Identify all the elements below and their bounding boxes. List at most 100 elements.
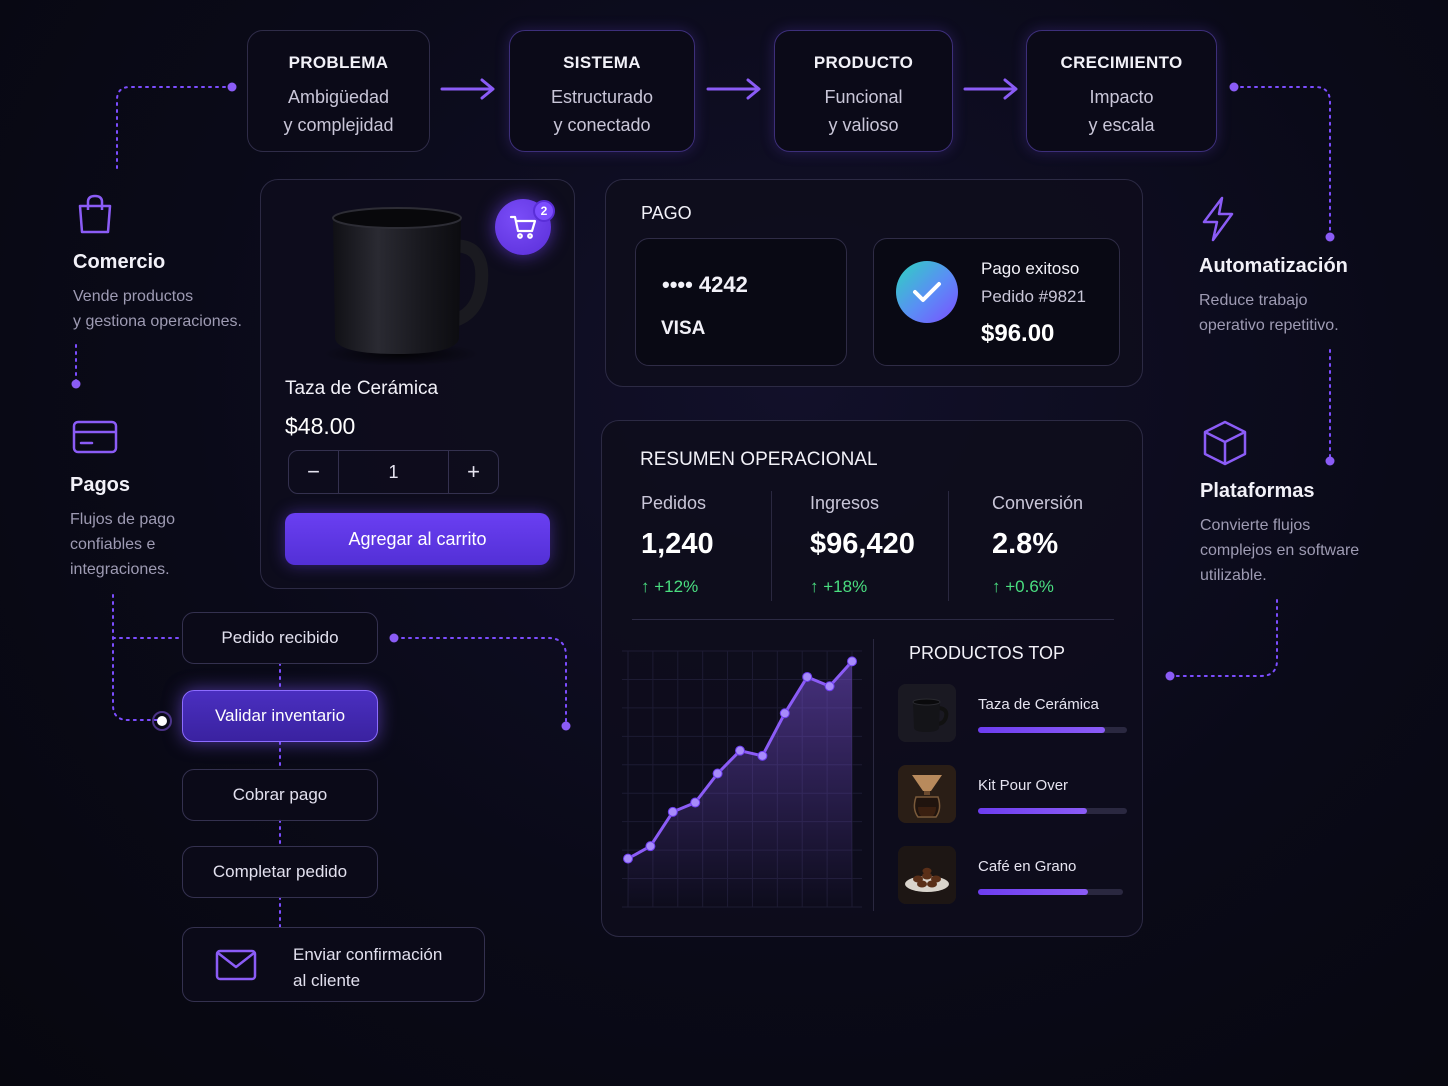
credit-card-icon [72,419,118,455]
workflow-step-validate-inventory[interactable]: Validar inventario [182,690,378,742]
metric-divider [948,491,949,601]
product-thumbnail-coffee-beans [898,846,956,904]
flow-subtitle: Funcional y valioso [824,87,903,135]
flow-title: PRODUCTO [813,53,914,72]
payment-amount: $96.00 [981,320,1055,347]
metric-orders: Pedidos 1,240 ↑ +12% [641,493,714,597]
chart-point-9 [802,671,813,682]
saved-card[interactable]: •••• 4242 VISA [635,238,847,366]
feature-title: Pagos [70,474,131,496]
flow-subtitle: Ambigüedad y complejidad [283,87,394,135]
metric-value: 2.8% [992,528,1059,560]
top-product-name: Café en Grano [978,858,1077,875]
chart-point-3 [667,806,678,817]
chart-point-8 [779,708,790,719]
product-thumbnail-pour-over [898,765,956,823]
payment-title: PAGO [641,203,692,223]
feature-payments: Pagos Flujos de pago confiables e integrac… [70,474,175,582]
chart-point-1 [623,853,633,864]
workflow-step-charge-payment[interactable]: Cobrar pago [182,769,378,821]
flow-subtitle: Impacto y escala [1088,87,1155,135]
connector-problem-commerce [116,86,233,171]
metric-label: Ingresos [810,493,880,513]
top-product-bar [978,889,1123,895]
feature-title: Plataformas [1200,480,1315,502]
flow-title: PROBLEMA [288,53,389,72]
arrow-1 [440,78,495,100]
top-product-item[interactable]: Taza de Cerámica [898,684,1128,746]
cart-icon [509,215,537,239]
chart-point-11 [847,656,857,667]
metric-revenue: Ingresos $96,420 ↑ +18% [810,493,915,597]
top-product-item[interactable]: Kit Pour Over [898,765,1128,827]
metric-label: Conversión [992,493,1084,513]
metric-divider [771,491,772,601]
workflow-step-order-received[interactable]: Pedido recibido [182,612,378,664]
product-name: Taza de Cerámica [285,378,439,399]
feature-title: Comercio [73,251,166,273]
top-product-bar [978,808,1127,814]
top-product-item[interactable]: Café en Grano [898,846,1128,908]
feature-description: Vende productos y gestiona operaciones. [73,288,242,330]
flow-subtitle: Estructurado y conectado [550,87,654,135]
workflow-step-send-confirmation[interactable]: Enviar confirmación al cliente [182,927,485,1002]
arrow-up-icon: ↑ [641,577,655,596]
product-price: $48.00 [285,413,356,439]
card-number: •••• 4242 [662,272,748,297]
flow-step-sistema: SISTEMA Estructurado y conectado [509,30,695,152]
mail-icon [215,948,257,982]
chart-point-7 [757,750,768,761]
cube-icon [1202,419,1248,467]
chart-divider [873,639,874,911]
chart-point-6 [735,745,745,756]
flow-step-crecimiento: CRECIMIENTO Impacto y escala [1026,30,1217,152]
connector-platforms-left [1169,599,1278,677]
check-icon [896,261,958,323]
product-thumbnail-mug [898,684,956,742]
metric-delta: ↑ +0.6% [992,577,1054,596]
order-number: Pedido #9821 [981,287,1086,306]
lightning-icon [1200,196,1236,242]
top-product-bar [978,727,1127,733]
chart-point-10 [824,681,835,692]
feature-commerce: Comercio Vende productos y gestiona opera… [73,251,242,334]
payment-status: Pago exitoso [981,259,1080,278]
payment-success-panel: Pago exitoso Pedido #9821 $96.00 [873,238,1120,366]
arrow-up-icon: ↑ [992,577,1006,596]
add-to-cart-button[interactable]: Agregar al carrito [285,513,550,565]
feature-automation: Automatización Reduce trabajo operativo r… [1199,255,1348,338]
arrow-3 [963,78,1018,100]
chart-point-4 [690,797,701,808]
operational-summary-card: RESUMEN OPERACIONAL Pedidos 1,240 ↑ +12%… [601,420,1143,937]
flow-step-problema: PROBLEMA Ambigüedad y complejidad [247,30,430,152]
top-products-title: PRODUCTOS TOP [909,643,1066,663]
chart-area [628,661,852,907]
top-product-name: Kit Pour Over [978,777,1069,794]
metric-delta: ↑ +18% [810,577,868,596]
summary-title: RESUMEN OPERACIONAL [640,449,878,470]
quantity-stepper: − 1 + [288,450,499,494]
revenue-trend-chart [622,650,862,908]
connector-growth-automation [1233,86,1331,238]
quantity-value[interactable]: 1 [388,461,399,482]
arrow-up-icon: ↑ [810,577,824,596]
cart-count-badge: 2 [533,200,555,222]
send-confirmation-label: Enviar confirmación al cliente [293,945,443,990]
metric-label: Pedidos [641,493,707,513]
workflow-step-complete-order[interactable]: Completar pedido [182,846,378,898]
feature-description: Convierte flujos complejos en software uti… [1200,517,1360,584]
quantity-decrease-button[interactable]: − [289,451,339,493]
connector-payments-workflow [112,594,161,721]
quantity-increase-button[interactable]: + [448,451,498,493]
metric-conversion: Conversión 2.8% ↑ +0.6% [992,493,1083,597]
flow-title: SISTEMA [563,53,641,72]
chart-point-2 [645,841,656,852]
connector-order-right [394,637,567,726]
feature-description: Reduce trabajo operativo repetitivo. [1199,292,1339,334]
chart-point-5 [712,768,723,779]
metric-value: $96,420 [810,528,915,560]
metric-value: 1,240 [641,528,714,560]
feature-platforms: Plataformas Convierte flujos complejos en… [1200,480,1359,588]
shopping-bag-icon [76,193,114,235]
